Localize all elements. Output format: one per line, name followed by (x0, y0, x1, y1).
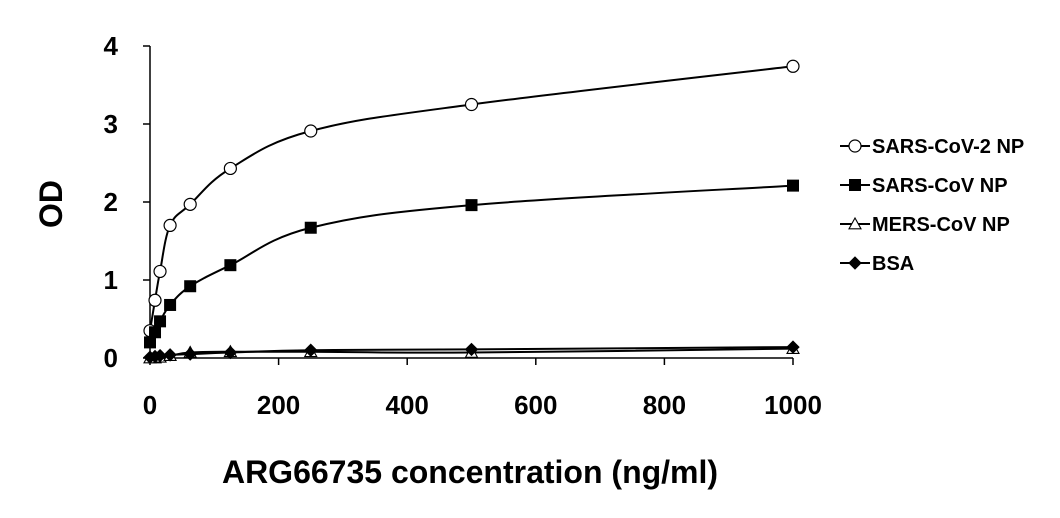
y-tick-label: 4 (104, 31, 119, 61)
legend: SARS-CoV-2 NP SARS-CoV NP MERS-CoV NP BSA (840, 136, 1024, 275)
data-point-sars-cov-2-np (163, 218, 177, 232)
data-point-sars-cov-2-np (153, 264, 167, 279)
legend-marker (848, 216, 862, 230)
y-tick-label: 3 (104, 109, 118, 139)
legend-marker (848, 256, 862, 270)
data-point-bsa (464, 342, 479, 357)
y-tick-label: 1 (104, 265, 118, 295)
data-point-sars-cov-2-np (183, 197, 197, 211)
legend-item: BSA (840, 253, 914, 275)
legend-marker (848, 139, 862, 153)
series-markers (143, 59, 800, 364)
legend-item: SARS-CoV NP (840, 175, 1008, 197)
x-tick-label: 600 (514, 390, 557, 420)
legend-label: SARS-CoV NP (872, 175, 1008, 197)
data-point-bsa (183, 347, 197, 361)
legend-marker (849, 179, 861, 191)
x-axis-title: ARG66735 concentration (ng/ml) (222, 454, 718, 490)
x-tick-label: 400 (386, 390, 429, 420)
tick-labels: 0 200 400 600 800 1000 0 1 2 3 4 (104, 31, 822, 420)
data-point-sars-cov-2-np (223, 161, 237, 176)
x-tick-label: 200 (257, 390, 300, 420)
data-point-sars-cov-np (787, 179, 799, 192)
data-point-bsa (786, 340, 800, 354)
data-point-sars-cov-2-np (148, 293, 162, 307)
data-point-sars-cov-np (154, 315, 167, 328)
data-point-sars-cov-2-np (464, 97, 479, 112)
data-point-bsa (304, 343, 318, 357)
x-tick-label: 0 (143, 390, 157, 420)
data-point-sars-cov-np (184, 280, 197, 293)
legend-label: MERS-CoV NP (872, 214, 1010, 236)
data-point-sars-cov-np (164, 298, 177, 311)
axes (143, 45, 794, 365)
data-point-bsa (153, 348, 167, 363)
data-point-sars-cov-2-np (786, 59, 800, 73)
y-axis-title: OD (33, 180, 69, 228)
data-point-sars-cov-np (465, 199, 478, 212)
data-point-sars-cov-np (304, 221, 317, 234)
y-tick-label: 2 (104, 187, 118, 217)
data-point-sars-cov-np (149, 326, 162, 339)
x-tick-label: 800 (643, 390, 686, 420)
legend-label: BSA (872, 253, 914, 275)
x-tick-label: 1000 (764, 390, 822, 420)
legend-item: MERS-CoV NP (840, 214, 1010, 236)
data-point-bsa (163, 348, 177, 362)
data-point-sars-cov-np (144, 336, 156, 349)
data-point-bsa (223, 345, 238, 360)
data-point-sars-cov-2-np (304, 124, 318, 138)
legend-label: SARS-CoV-2 NP (872, 136, 1024, 158)
legend-item: SARS-CoV-2 NP (840, 136, 1024, 158)
y-tick-label: 0 (104, 343, 118, 373)
data-point-sars-cov-np (224, 259, 237, 272)
